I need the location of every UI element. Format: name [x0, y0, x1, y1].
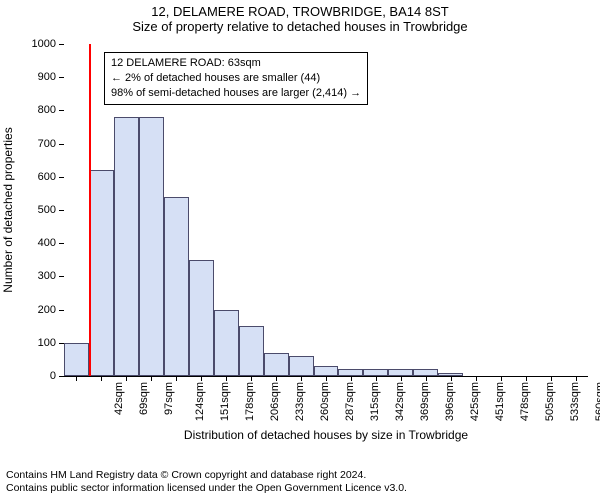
plot-area: 12 DELAMERE ROAD: 63sqm← 2% of detached … [64, 44, 588, 377]
y-tick-label: 100 [38, 337, 56, 349]
histogram-bar [289, 356, 314, 376]
histogram-bar [363, 369, 388, 376]
x-tick-label: 505sqm [544, 382, 556, 421]
y-axis: Number of detached properties 0100200300… [0, 44, 64, 376]
x-tick-mark [301, 376, 302, 381]
x-tick-label: 451sqm [494, 382, 506, 421]
y-tick-label: 800 [38, 104, 56, 116]
annotation-line: 12 DELAMERE ROAD: 63sqm [111, 56, 361, 71]
x-tick-label: 560sqm [594, 382, 600, 421]
histogram-bar [413, 369, 438, 376]
footer-line-2: Contains public sector information licen… [6, 482, 407, 496]
x-tick-mark [326, 376, 327, 381]
annotation-box: 12 DELAMERE ROAD: 63sqm← 2% of detached … [104, 52, 368, 105]
chart-area: Number of detached properties 0 100 200 300… [0, 38, 600, 446]
x-tick-mark [126, 376, 127, 381]
y-tick-label: 600 [38, 171, 56, 183]
histogram-bar [314, 366, 339, 376]
y-tick-label: 700 [38, 138, 56, 150]
x-tick-mark [151, 376, 152, 381]
histogram-bar [264, 353, 289, 376]
x-tick-mark [201, 376, 202, 381]
histogram-bar [214, 310, 239, 376]
x-tick-mark [501, 376, 502, 381]
x-tick-label: 315sqm [369, 382, 381, 421]
x-tick-label: 178sqm [244, 382, 256, 421]
x-tick-mark [576, 376, 577, 381]
y-tick-label: 200 [38, 304, 56, 316]
reference-line [89, 44, 91, 376]
x-axis: 42sqm 69sqm 97sqm 124sqm 151sqm 178sqm 206sqm 2… [64, 376, 588, 428]
histogram-bar [164, 197, 189, 376]
annotation-line: 98% of semi-detached houses are larger (… [111, 86, 361, 101]
x-tick-label: 396sqm [444, 382, 456, 421]
y-tick-label: 900 [38, 71, 56, 83]
histogram-bar [114, 117, 139, 376]
x-tick-label: 124sqm [194, 382, 206, 421]
x-tick-label: 369sqm [419, 382, 431, 421]
x-tick-label: 287sqm [344, 382, 356, 421]
histogram-bar [338, 369, 363, 376]
y-tick-label: 1000 [32, 38, 56, 50]
page-subtitle: Size of property relative to detached ho… [0, 19, 600, 36]
histogram-bar [388, 369, 413, 376]
footer-text: Contains HM Land Registry data © Crown c… [6, 469, 407, 496]
annotation-line: ← 2% of detached houses are smaller (44) [111, 71, 361, 86]
x-tick-label: 342sqm [394, 382, 406, 421]
histogram-bar [64, 343, 89, 376]
x-tick-mark [101, 376, 102, 381]
page-container: 12, DELAMERE ROAD, TROWBRIDGE, BA14 8ST … [0, 0, 600, 500]
x-tick-mark [76, 376, 77, 381]
x-tick-label: 425sqm [469, 382, 481, 421]
x-tick-label: 260sqm [319, 382, 331, 421]
x-tick-label: 206sqm [269, 382, 281, 421]
histogram-bar [89, 170, 114, 376]
x-tick-label: 151sqm [219, 382, 231, 421]
x-tick-mark [226, 376, 227, 381]
footer-line-1: Contains HM Land Registry data © Crown c… [6, 469, 407, 483]
x-tick-label: 69sqm [138, 382, 150, 415]
x-axis-label: Distribution of detached houses by size … [64, 428, 588, 442]
x-tick-mark [176, 376, 177, 381]
x-tick-mark [351, 376, 352, 381]
x-tick-mark [426, 376, 427, 381]
histogram-bar [189, 260, 214, 376]
y-tick-label: 300 [38, 270, 56, 282]
x-tick-mark [551, 376, 552, 381]
histogram-bar [139, 117, 164, 376]
x-tick-label: 478sqm [519, 382, 531, 421]
x-tick-label: 42sqm [114, 382, 126, 415]
x-tick-mark [526, 376, 527, 381]
y-tick-label: 500 [38, 204, 56, 216]
x-tick-mark [451, 376, 452, 381]
x-tick-mark [251, 376, 252, 381]
x-tick-mark [476, 376, 477, 381]
y-tick-label: 400 [38, 237, 56, 249]
y-axis-label: Number of detached properties [1, 127, 15, 292]
x-tick-mark [401, 376, 402, 381]
page-title: 12, DELAMERE ROAD, TROWBRIDGE, BA14 8ST [0, 0, 600, 19]
x-tick-mark [376, 376, 377, 381]
histogram-bar [239, 326, 264, 376]
x-tick-label: 233sqm [294, 382, 306, 421]
x-tick-label: 97sqm [163, 382, 175, 415]
x-tick-label: 533sqm [569, 382, 581, 421]
x-tick-mark [276, 376, 277, 381]
y-tick-label: 0 [50, 370, 56, 382]
